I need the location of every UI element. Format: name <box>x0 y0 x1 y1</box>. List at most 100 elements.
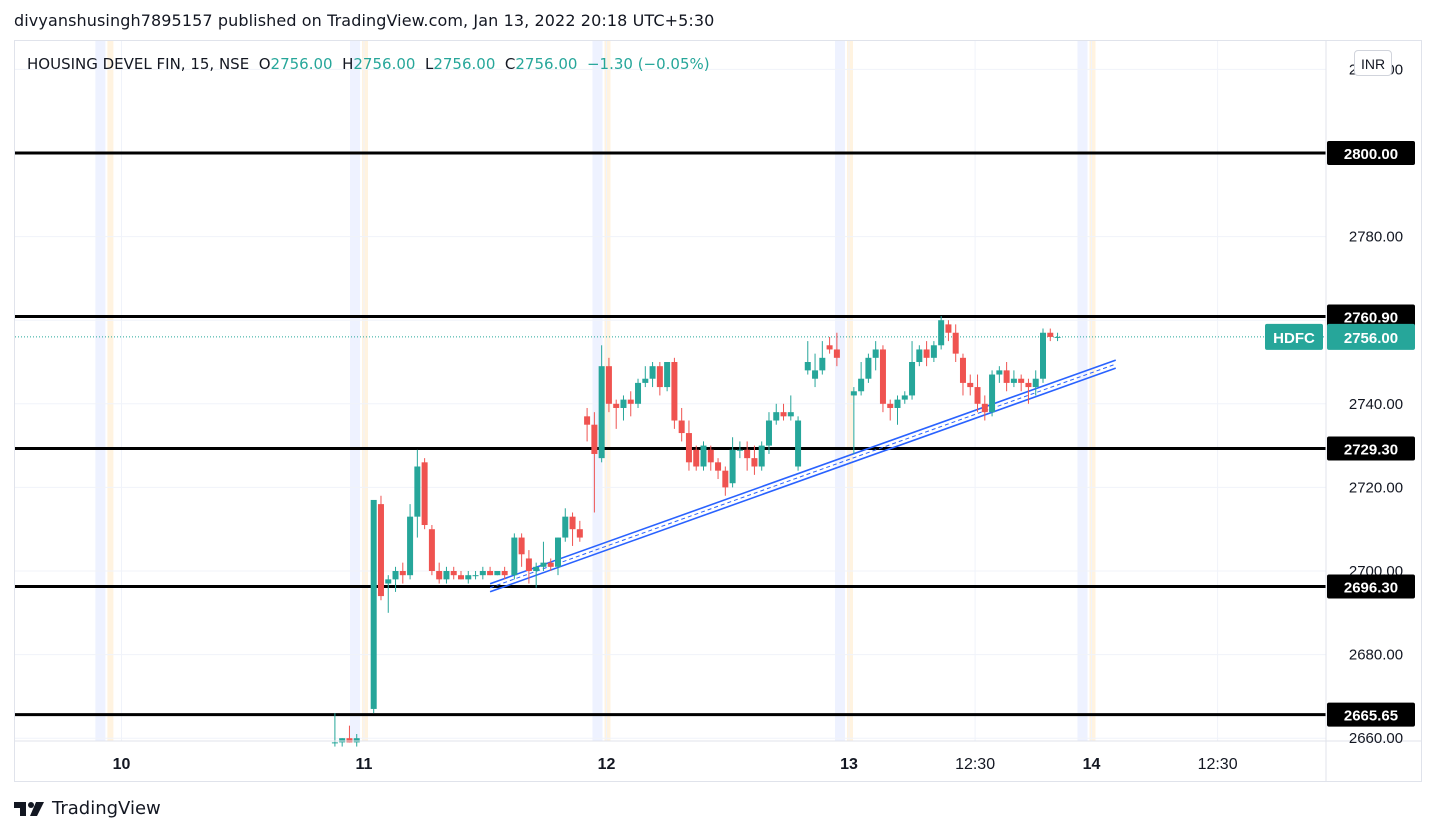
footer-brand[interactable]: TradingView <box>52 798 161 819</box>
legend-close: 2756.00 <box>515 55 578 73</box>
session-shade <box>95 41 106 741</box>
currency-button[interactable]: INR <box>1354 50 1392 76</box>
candle <box>598 345 605 463</box>
candle <box>1025 378 1032 404</box>
y-tick-label: 2660.00 <box>1349 730 1403 747</box>
candle <box>671 357 678 429</box>
chart-frame <box>14 40 1422 782</box>
candle <box>916 345 923 367</box>
candle-body <box>685 433 692 463</box>
candle <box>758 441 765 471</box>
candle-body <box>598 366 605 459</box>
candle-body <box>525 558 532 571</box>
candle-body <box>989 374 996 413</box>
candle-body <box>833 349 840 358</box>
level-price-label: 2696.30 <box>1344 579 1398 596</box>
legend-low-key: L <box>424 55 434 73</box>
candle <box>930 341 937 362</box>
candle-body <box>346 738 353 743</box>
legend-symbol[interactable]: HOUSING DEVEL FIN, 15, NSE <box>27 55 250 73</box>
candle <box>909 341 916 400</box>
candle <box>989 370 996 417</box>
candle-body <box>656 366 663 388</box>
candle <box>518 533 525 567</box>
candle <box>858 362 865 396</box>
candle-body <box>450 571 457 576</box>
candle <box>339 738 346 747</box>
candle <box>1040 328 1046 383</box>
candle-body <box>533 566 540 571</box>
candle-body <box>1003 370 1010 383</box>
candle-body <box>501 571 508 576</box>
candle-body <box>715 462 722 471</box>
candle <box>901 391 908 404</box>
candle-body <box>494 571 501 576</box>
candle <box>996 366 1003 383</box>
session-shade <box>350 41 360 741</box>
level-price-badge <box>1327 436 1415 461</box>
candle <box>1032 370 1039 396</box>
trend-channel-upper <box>489 359 1117 585</box>
candle <box>436 562 443 584</box>
candle-body <box>909 362 916 396</box>
candle-body <box>938 320 945 346</box>
candle <box>642 366 649 388</box>
candle <box>385 575 392 613</box>
candle-body <box>487 571 494 576</box>
candle-body <box>693 449 700 467</box>
candle <box>465 571 472 584</box>
legend-open-key: O <box>258 55 271 73</box>
candle-body <box>635 382 642 404</box>
candle-body <box>959 357 966 383</box>
candle-body <box>671 362 678 421</box>
candle-body <box>700 445 707 467</box>
candle-body <box>930 345 937 358</box>
candle <box>458 571 464 580</box>
candle <box>959 353 966 396</box>
candle-body <box>605 366 612 404</box>
candle-body <box>421 462 428 526</box>
candle-body <box>627 399 634 404</box>
candle <box>331 713 338 747</box>
candle-body <box>865 357 872 379</box>
candle-body <box>894 399 901 408</box>
candle-body <box>1025 382 1032 388</box>
candle <box>865 353 872 383</box>
candle <box>833 332 840 367</box>
candle-body <box>555 537 561 567</box>
session-shade <box>1089 41 1096 741</box>
candle-body <box>414 466 421 517</box>
candle-body <box>591 424 598 454</box>
candle-body <box>923 349 930 358</box>
session-shade <box>847 41 853 741</box>
candle-body <box>465 575 472 580</box>
candle <box>547 558 554 571</box>
candle-body <box>436 571 443 580</box>
candle-body <box>569 516 576 530</box>
x-tick-label: 12:30 <box>1198 756 1238 773</box>
symbol-legend: HOUSING DEVEL FIN, 15, NSE O2756.00 H275… <box>27 55 710 73</box>
candle <box>693 445 700 471</box>
candle-body <box>812 370 819 379</box>
candle-body <box>945 324 952 333</box>
legend-open: 2756.00 <box>270 55 333 73</box>
candle-body <box>407 516 414 576</box>
level-price-badge <box>1327 304 1415 329</box>
candle-body <box>872 349 879 358</box>
candle <box>533 562 540 588</box>
candle <box>812 353 819 388</box>
tradingview-logo-icon <box>14 801 44 816</box>
candle <box>981 395 988 421</box>
level-price-label: 2800.00 <box>1344 146 1398 163</box>
candle <box>511 533 518 580</box>
candle-body <box>540 562 547 567</box>
candle <box>635 378 642 408</box>
candle <box>945 320 952 342</box>
candle-body <box>1032 378 1039 388</box>
candle-body <box>339 738 346 743</box>
candle-body <box>858 378 865 392</box>
x-tick-label: 13 <box>840 756 858 773</box>
candle <box>729 437 736 488</box>
footer: TradingView <box>14 798 161 819</box>
